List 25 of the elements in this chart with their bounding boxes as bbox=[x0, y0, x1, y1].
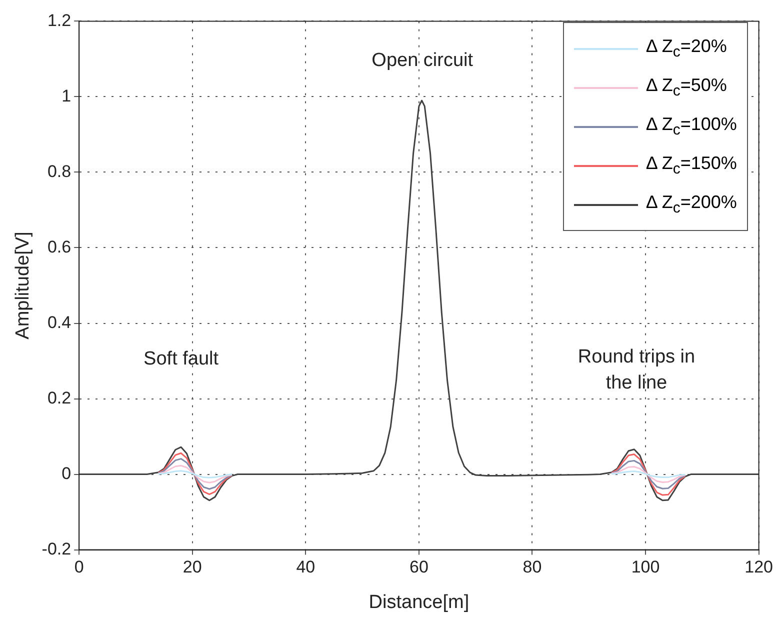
y-tick-label: 1.2 bbox=[47, 10, 72, 30]
x-axis-title: Distance[m] bbox=[368, 592, 470, 613]
legend-label: Δ Z$_{c}$=200% bbox=[646, 192, 737, 217]
legend-label: Δ Z$_{c}$=150% bbox=[646, 153, 737, 178]
x-tick-label: 60 bbox=[409, 558, 428, 577]
y-axis-title: Amplitude[V] bbox=[12, 232, 34, 340]
legend-label: Δ Z$_{c}$=50% bbox=[646, 75, 727, 100]
y-tick-label: 0.2 bbox=[47, 388, 72, 408]
y-tick-label: -0.2 bbox=[42, 539, 72, 558]
y-tick-label: 0 bbox=[62, 464, 72, 483]
y-tick-label: 1 bbox=[62, 86, 72, 106]
x-tick-label: 20 bbox=[182, 558, 202, 577]
annotation: Round trips in the line bbox=[578, 346, 696, 394]
legend-label: Δ Z$_{c}$=20% bbox=[646, 36, 727, 61]
x-tick-label: 120 bbox=[744, 558, 774, 577]
annotation: Soft fault bbox=[144, 348, 220, 370]
legend-label: Δ Z$_{c}$=100% bbox=[646, 114, 737, 139]
x-tick-label: 40 bbox=[296, 558, 316, 577]
x-tick-label: 80 bbox=[522, 558, 542, 577]
x-tick-label: 100 bbox=[631, 558, 660, 577]
x-tick-label: 0 bbox=[74, 558, 84, 577]
y-tick-label: 0.8 bbox=[47, 162, 72, 181]
annotation: Open circuit bbox=[372, 50, 474, 72]
y-tick-label: 0.4 bbox=[47, 312, 72, 332]
y-tick-label: 0.6 bbox=[47, 237, 72, 256]
